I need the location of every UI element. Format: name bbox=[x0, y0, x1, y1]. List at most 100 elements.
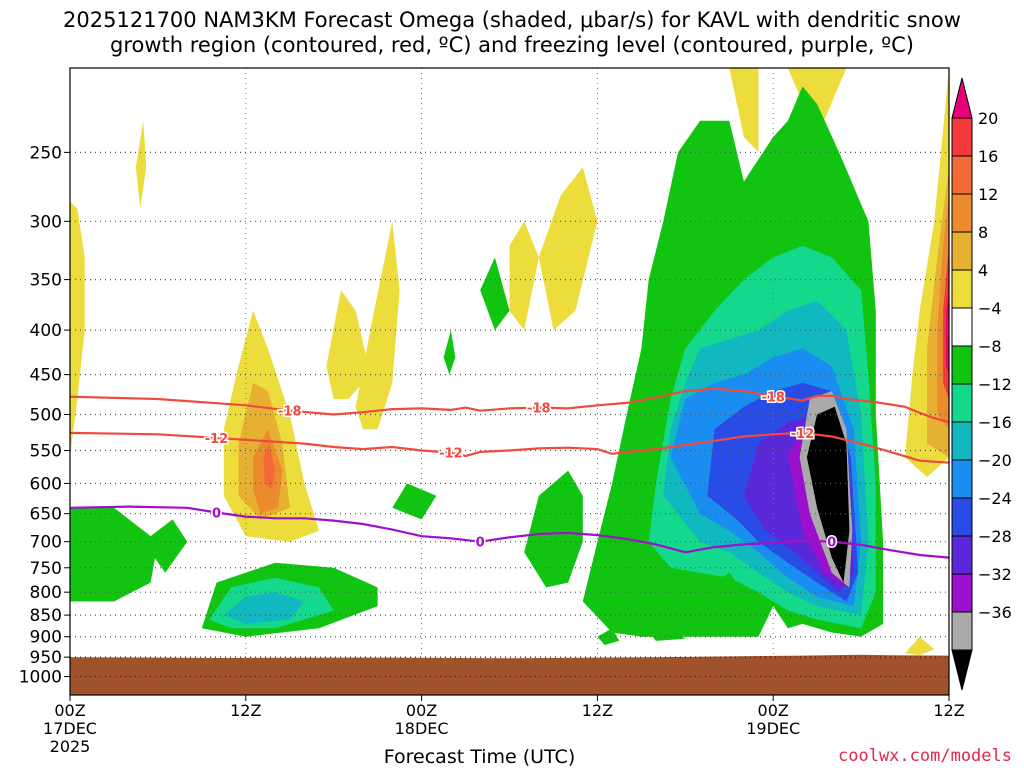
omega-region-6 bbox=[355, 221, 400, 430]
x-axis-label: Forecast Time (UTC) bbox=[384, 746, 575, 768]
colorbar: 20 16 12 8 4 −4 −8 −12 −16 −20 −24 −28 −32 −36 bbox=[951, 77, 1012, 691]
omega-region-26 bbox=[223, 592, 305, 624]
omega-region-29 bbox=[480, 257, 510, 331]
contour-label-0: 0 bbox=[827, 536, 836, 551]
y-tick-label-1000: 1000 bbox=[19, 668, 62, 688]
colorbar-label-13: −36 bbox=[978, 603, 1012, 622]
colorbar-label-1: 16 bbox=[978, 147, 998, 166]
colorbar-label-7: −12 bbox=[978, 375, 1012, 394]
y-tick-label-650: 650 bbox=[30, 505, 62, 525]
colorbar-label-2: 12 bbox=[978, 185, 998, 204]
omega-region-16 bbox=[946, 290, 949, 375]
colorbar-swatch-10 bbox=[951, 497, 973, 537]
ground-fill bbox=[70, 654, 949, 695]
contour-label-0: 0 bbox=[476, 536, 485, 551]
contour-label--18: -18 bbox=[278, 405, 302, 420]
x-tick-label-12: 12Z bbox=[230, 701, 261, 720]
contour-label--12: -12 bbox=[791, 427, 815, 442]
y-tick-label-500: 500 bbox=[30, 405, 62, 425]
omega-region-42 bbox=[648, 628, 686, 641]
x-tick-date-0: 17DEC bbox=[43, 719, 97, 738]
ground-below-surface bbox=[70, 654, 949, 695]
x-tick-date-24: 18DEC bbox=[395, 719, 449, 738]
colorbar-swatch-7 bbox=[951, 383, 973, 423]
colorbar-swatch-1 bbox=[951, 155, 973, 195]
omega-region-0 bbox=[70, 201, 85, 458]
omega-region-7 bbox=[135, 120, 147, 209]
contour-0 bbox=[69, 505, 950, 559]
colorbar-label-8: −16 bbox=[978, 413, 1012, 432]
colorbar-swatch-2 bbox=[951, 193, 973, 233]
colorbar-swatch-4 bbox=[951, 269, 973, 309]
contour-label--12: -12 bbox=[205, 432, 229, 447]
omega-region-40 bbox=[714, 572, 744, 611]
omega-region-5 bbox=[326, 290, 371, 399]
y-axis: 2503003504004505005506006507007508008509… bbox=[19, 143, 70, 688]
omega-region-39 bbox=[806, 406, 850, 583]
y-tick-label-850: 850 bbox=[30, 606, 62, 626]
omega-region-23 bbox=[143, 519, 188, 573]
omega-region-21 bbox=[905, 636, 935, 656]
colorbar-swatch-5 bbox=[951, 307, 973, 347]
plot-border bbox=[69, 67, 950, 696]
omega-region-11 bbox=[787, 68, 847, 137]
x-tick-label-0: 00Z bbox=[54, 701, 85, 720]
chart-title-line-2: growth region (contoured, red, ºC) and f… bbox=[110, 33, 914, 57]
y-tick-label-350: 350 bbox=[30, 271, 62, 291]
y-tick-label-900: 900 bbox=[30, 628, 62, 648]
colorbar-label-11: −28 bbox=[978, 527, 1012, 546]
colorbar-swatch-0 bbox=[951, 117, 973, 157]
y-tick-label-750: 750 bbox=[30, 559, 62, 579]
colorbar-label-9: −20 bbox=[978, 451, 1012, 470]
colorbar-swatch-6 bbox=[951, 345, 973, 385]
omega-region-4 bbox=[263, 443, 276, 490]
contour-label--18: -18 bbox=[761, 391, 785, 406]
x-tick-year-0: 2025 bbox=[50, 737, 91, 756]
y-tick-label-600: 600 bbox=[30, 474, 62, 494]
omega-region-41 bbox=[597, 628, 620, 645]
colorbar-label-5: −4 bbox=[978, 299, 1002, 318]
colorbar-label-6: −8 bbox=[978, 337, 1002, 356]
omega-region-8 bbox=[509, 221, 539, 331]
colorbar-swatch-8 bbox=[951, 421, 973, 461]
colorbar-swatch-12 bbox=[951, 573, 973, 613]
x-tick-label-48: 00Z bbox=[758, 701, 789, 720]
colorbar-label-4: 4 bbox=[978, 261, 988, 280]
y-tick-label-250: 250 bbox=[30, 143, 62, 163]
colorbar-label-0: 20 bbox=[978, 109, 998, 128]
omega-region-30 bbox=[524, 470, 583, 588]
y-tick-label-400: 400 bbox=[30, 321, 62, 341]
y-tick-label-550: 550 bbox=[30, 442, 62, 462]
omega-region-10 bbox=[729, 68, 759, 153]
credit-text: coolwx.com/models bbox=[838, 746, 1012, 766]
colorbar-top-arrow bbox=[951, 77, 973, 119]
colorbar-label-3: 8 bbox=[978, 223, 988, 242]
omega-region-28 bbox=[443, 330, 456, 375]
contour-label-0: 0 bbox=[212, 507, 221, 522]
contour-label--12: -12 bbox=[439, 447, 463, 462]
y-tick-label-950: 950 bbox=[30, 648, 62, 668]
colorbar-label-12: −32 bbox=[978, 565, 1012, 584]
contour--12 bbox=[69, 431, 950, 464]
x-tick-label-60: 12Z bbox=[933, 701, 964, 720]
y-tick-label-300: 300 bbox=[30, 212, 62, 232]
colorbar-label-10: −24 bbox=[978, 489, 1012, 508]
colorbar-swatch-9 bbox=[951, 459, 973, 499]
temperature-contours: -18 -18 -18 -12 -12 -12 0 0 0 bbox=[69, 387, 950, 559]
x-tick-label-36: 12Z bbox=[582, 701, 613, 720]
omega-region-27 bbox=[392, 483, 437, 520]
colorbar-swatch-13 bbox=[951, 611, 973, 651]
contour-label--18: -18 bbox=[527, 402, 551, 417]
omega-region-9 bbox=[538, 167, 598, 331]
y-tick-label-700: 700 bbox=[30, 533, 62, 553]
y-tick-label-800: 800 bbox=[30, 583, 62, 603]
chart-title-line-1: 2025121700 NAM3KM Forecast Omega (shaded… bbox=[63, 8, 961, 32]
omega-shading bbox=[70, 68, 949, 656]
x-tick-date-48: 19DEC bbox=[746, 719, 800, 738]
colorbar-bottom-arrow bbox=[951, 649, 973, 691]
colorbar-swatch-3 bbox=[951, 231, 973, 271]
plot-frame bbox=[69, 67, 950, 696]
x-tick-label-24: 00Z bbox=[406, 701, 437, 720]
